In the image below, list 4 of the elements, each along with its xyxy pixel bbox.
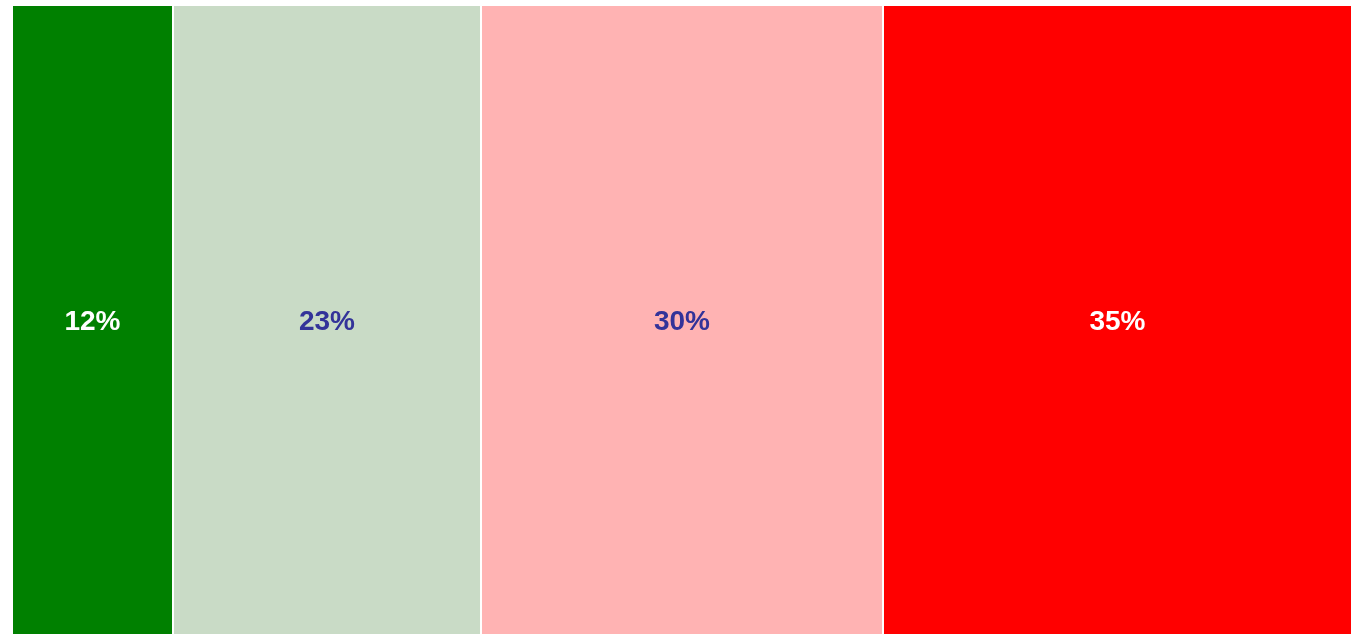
data-label: 30%	[653, 304, 711, 336]
data-label: 23%	[298, 304, 356, 336]
data-label: 35%	[1089, 304, 1146, 336]
data-label: 12%	[64, 304, 121, 336]
